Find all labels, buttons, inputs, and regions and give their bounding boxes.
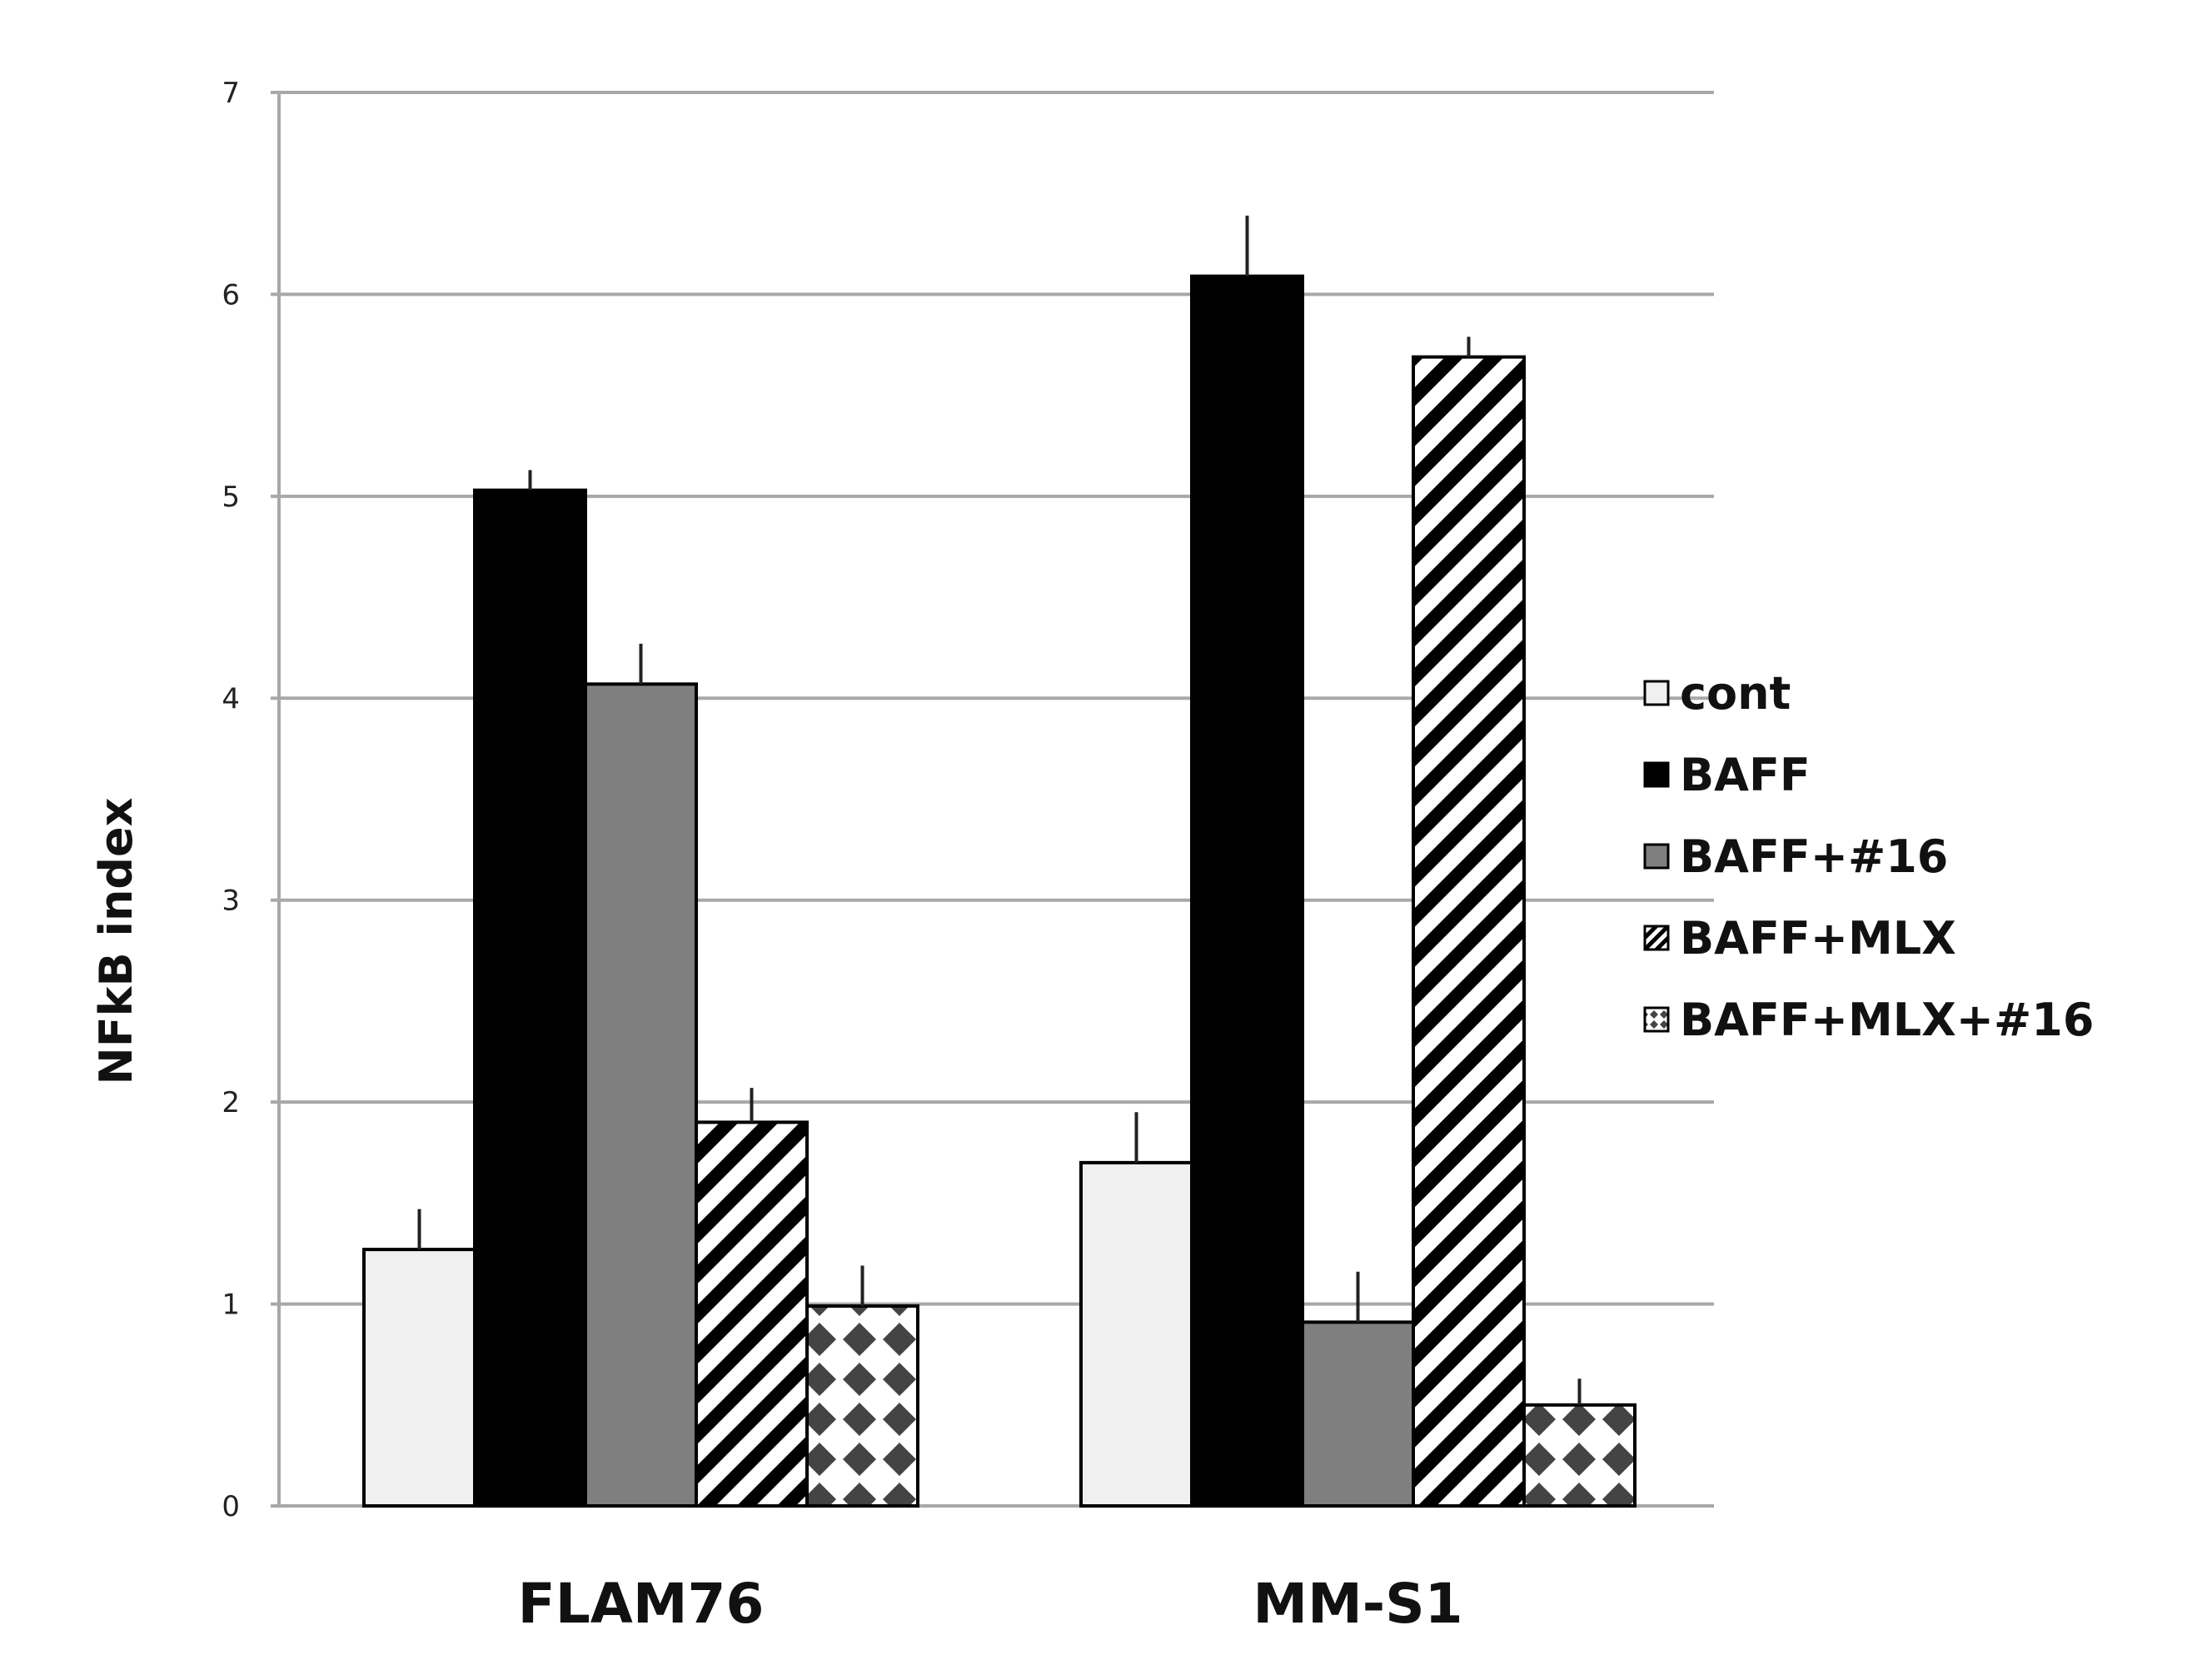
- bar: [1522, 1403, 1637, 1508]
- y-tick-label: 5: [222, 481, 240, 514]
- legend-swatch: [1643, 680, 1670, 706]
- legend-swatch: [1643, 843, 1670, 870]
- legend-swatch: [1643, 1006, 1670, 1033]
- legend-label: cont: [1680, 667, 1791, 720]
- y-tick-label: 6: [222, 278, 240, 312]
- legend-label: BAFF+#16: [1680, 830, 1948, 883]
- category-labels: FLAM76 MM-S1: [518, 1572, 1463, 1636]
- legend-label: BAFF+MLX+#16: [1680, 994, 2094, 1046]
- bar: [1412, 355, 1526, 1508]
- bar: [1079, 1160, 1193, 1508]
- bar: [473, 488, 587, 1508]
- y-axis-title: NFkB index: [90, 797, 142, 1084]
- bar: [695, 1120, 809, 1508]
- legend-swatch: [1643, 925, 1670, 951]
- legend-label: BAFF: [1680, 749, 1811, 801]
- bar: [584, 682, 698, 1508]
- y-tick-label: 0: [222, 1490, 240, 1523]
- y-tick-label: 1: [222, 1289, 240, 1322]
- category-label: MM-S1: [1253, 1572, 1462, 1636]
- legend-label: BAFF+MLX: [1680, 912, 1956, 965]
- legend: cont BAFF BAFF+#16 BAFF+MLX BAFF+MLX+#16: [1643, 667, 2094, 1046]
- bar: [1190, 274, 1304, 1508]
- y-tick-label: 7: [222, 77, 240, 110]
- bar: [1301, 1320, 1415, 1508]
- bar: [805, 1304, 919, 1508]
- y-tick-label: 2: [222, 1086, 240, 1119]
- bars: [362, 215, 1637, 1508]
- legend-swatch: [1643, 761, 1670, 788]
- bar: [362, 1248, 476, 1508]
- category-label: FLAM76: [518, 1572, 765, 1636]
- y-tick-label: 3: [222, 885, 240, 918]
- y-tick-label: 4: [222, 682, 240, 715]
